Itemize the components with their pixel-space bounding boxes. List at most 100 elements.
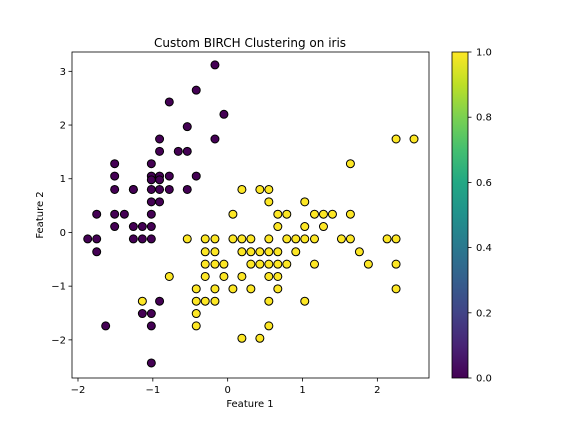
- scatter-point: [210, 284, 220, 294]
- scatter-point: [200, 271, 210, 281]
- scatter-point: [246, 259, 256, 269]
- colorbar-tick-label: 0.6: [476, 178, 492, 189]
- scatter-point: [164, 271, 174, 281]
- scatter-point: [200, 234, 210, 244]
- scatter-point: [309, 259, 319, 269]
- y-axis-label: Feature 2: [35, 191, 46, 238]
- scatter-point: [182, 146, 192, 156]
- scatter-point: [210, 296, 220, 306]
- colorbar-tick-label: 0.8: [476, 113, 492, 124]
- colorbar: [451, 51, 469, 379]
- scatter-point: [228, 209, 238, 219]
- scatter-point: [219, 271, 229, 281]
- scatter-point: [155, 296, 165, 306]
- scatter-point: [200, 259, 210, 269]
- scatter-point: [345, 159, 355, 169]
- scatter-point: [409, 134, 419, 144]
- scatter-point: [191, 85, 201, 95]
- scatter-point: [264, 321, 274, 331]
- scatter-point: [119, 209, 129, 219]
- scatter-point: [391, 259, 401, 269]
- x-axis: −2 −1 0 1 2: [71, 378, 381, 396]
- scatter-point: [128, 222, 138, 232]
- scatter-point: [128, 184, 138, 194]
- scatter-point: [309, 234, 319, 244]
- scatter-point: [164, 171, 174, 181]
- scatter-point: [255, 259, 265, 269]
- scatter-point: [264, 197, 274, 207]
- scatter-point: [228, 234, 238, 244]
- scatter-point: [110, 159, 120, 169]
- scatter-point: [273, 284, 283, 294]
- scatter-point: [237, 184, 247, 194]
- scatter-point: [273, 209, 283, 219]
- scatter-point: [146, 197, 156, 207]
- scatter-point: [210, 60, 220, 70]
- y-tick-label: −1: [51, 282, 66, 293]
- scatter-point: [246, 234, 256, 244]
- scatter-point: [318, 209, 328, 219]
- scatter-point: [255, 247, 265, 257]
- scatter-point: [210, 234, 220, 244]
- scatter-point: [191, 309, 201, 319]
- scatter-point: [182, 122, 192, 132]
- scatter-point: [210, 247, 220, 257]
- scatter-point: [191, 284, 201, 294]
- scatter-point: [137, 309, 147, 319]
- y-tick-label: −2: [51, 335, 66, 346]
- scatter-point: [155, 197, 165, 207]
- scatter-point: [146, 358, 156, 368]
- x-tick-label: −1: [145, 385, 160, 396]
- scatter-point: [210, 259, 220, 269]
- scatter-point: [273, 259, 283, 269]
- scatter-point: [110, 184, 120, 194]
- scatter-point: [92, 209, 102, 219]
- scatter-point: [92, 247, 102, 257]
- scatter-point: [155, 184, 165, 194]
- scatter-point: [101, 321, 111, 331]
- x-tick-label: 0: [224, 385, 230, 396]
- scatter-point: [128, 234, 138, 244]
- scatter-point: [309, 209, 319, 219]
- scatter-point: [391, 284, 401, 294]
- scatter-points: [83, 60, 419, 368]
- scatter-point: [264, 271, 274, 281]
- scatter-point: [164, 184, 174, 194]
- scatter-point: [255, 333, 265, 343]
- scatter-point: [273, 271, 283, 281]
- scatter-point: [191, 171, 201, 181]
- scatter-point: [391, 234, 401, 244]
- scatter-point: [255, 184, 265, 194]
- scatter-point: [146, 184, 156, 194]
- colorbar-tick-label: 0.2: [476, 308, 492, 319]
- colorbar-tick-label: 0.0: [476, 374, 492, 385]
- scatter-point: [146, 321, 156, 331]
- colorbar-tick-label: 1.0: [476, 48, 492, 59]
- scatter-point: [210, 134, 220, 144]
- scatter-point: [191, 296, 201, 306]
- scatter-point: [300, 197, 310, 207]
- scatter-point: [219, 259, 229, 269]
- colorbar-axis: 0.0 0.2 0.4 0.6 0.8 1.0: [468, 48, 492, 385]
- scatter-point: [273, 222, 283, 232]
- scatter-point: [146, 209, 156, 219]
- scatter-point: [273, 247, 283, 257]
- scatter-point: [146, 175, 156, 185]
- scatter-point: [382, 234, 392, 244]
- scatter-point: [137, 222, 147, 232]
- scatter-point: [83, 234, 93, 244]
- x-tick-label: 2: [374, 385, 380, 396]
- x-axis-label: Feature 1: [226, 399, 273, 410]
- scatter-point: [318, 222, 328, 232]
- plot-area: [72, 52, 429, 378]
- scatter-point: [110, 222, 120, 232]
- scatter-point: [246, 247, 256, 257]
- x-tick-label: −2: [71, 385, 86, 396]
- scatter-point: [146, 222, 156, 232]
- scatter-point: [92, 234, 102, 244]
- scatter-point: [237, 247, 247, 257]
- scatter-point: [237, 234, 247, 244]
- scatter-point: [219, 109, 229, 119]
- y-tick-label: 0: [60, 228, 66, 239]
